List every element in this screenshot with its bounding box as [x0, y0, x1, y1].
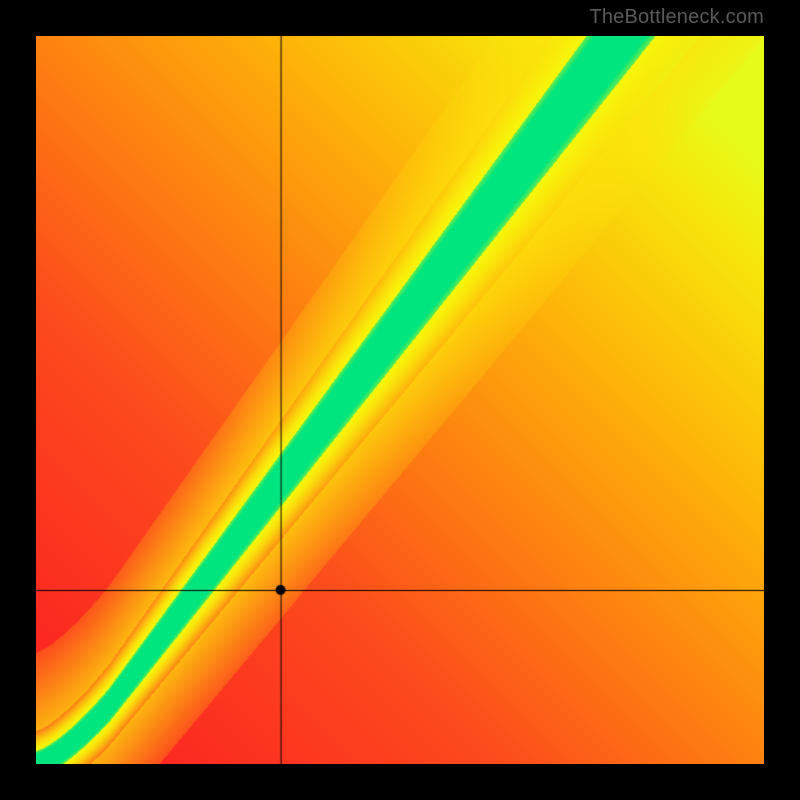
watermark-text: TheBottleneck.com — [589, 6, 764, 29]
chart-frame: TheBottleneck.com — [0, 0, 800, 800]
heatmap-canvas — [36, 36, 764, 764]
plot-area — [36, 36, 764, 764]
